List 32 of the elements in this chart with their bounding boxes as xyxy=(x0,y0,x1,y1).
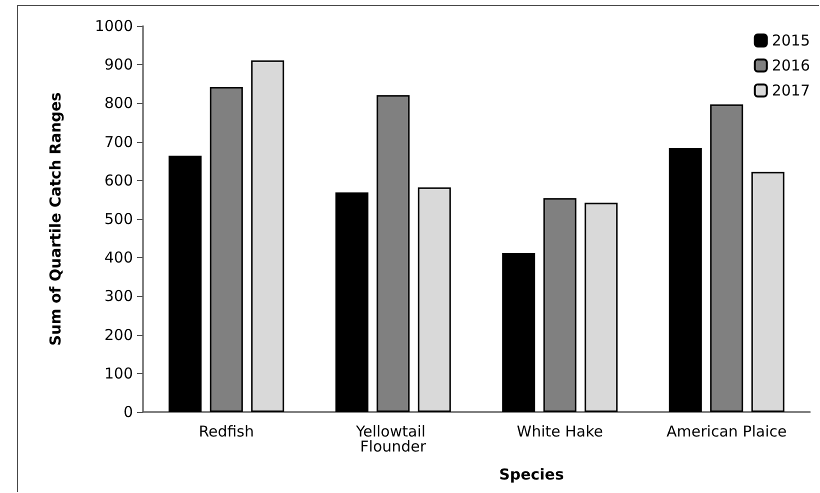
y-tick-label: 900 xyxy=(104,56,133,74)
x-axis-title: Species xyxy=(499,466,564,484)
bar xyxy=(668,148,702,412)
y-tick-label: 200 xyxy=(104,326,133,344)
bar xyxy=(418,187,451,412)
y-tick-label: 700 xyxy=(104,132,133,151)
legend-label: 2016 xyxy=(772,56,810,74)
y-tick-label: 100 xyxy=(104,364,133,382)
x-tick-label: Yellowtail Flounder xyxy=(354,422,430,456)
bar xyxy=(710,104,744,412)
y-tick-label: 500 xyxy=(104,210,133,228)
y-tick-label: 800 xyxy=(104,94,133,112)
bar xyxy=(335,192,368,412)
bar xyxy=(168,156,202,412)
y-tick-label: 0 xyxy=(123,403,133,421)
bar xyxy=(584,202,618,412)
bar xyxy=(751,172,784,412)
bar xyxy=(543,198,576,412)
bar xyxy=(251,60,284,412)
bar xyxy=(376,95,410,412)
x-tick-label: Redfish xyxy=(198,422,254,440)
y-tick-label: 600 xyxy=(104,171,133,190)
y-axis-title: Sum of Quartile Catch Ranges xyxy=(46,92,64,346)
y-tick-label: 300 xyxy=(104,287,133,306)
bar xyxy=(502,252,536,412)
x-tick-label: American Plaice xyxy=(666,422,787,440)
bar xyxy=(210,86,243,412)
legend-label: 2017 xyxy=(772,82,810,100)
x-tick-label: White Hake xyxy=(516,422,603,440)
y-tick-label: 400 xyxy=(104,248,133,267)
legend-label: 2015 xyxy=(772,32,810,50)
y-tick-label: 1000 xyxy=(94,17,133,35)
